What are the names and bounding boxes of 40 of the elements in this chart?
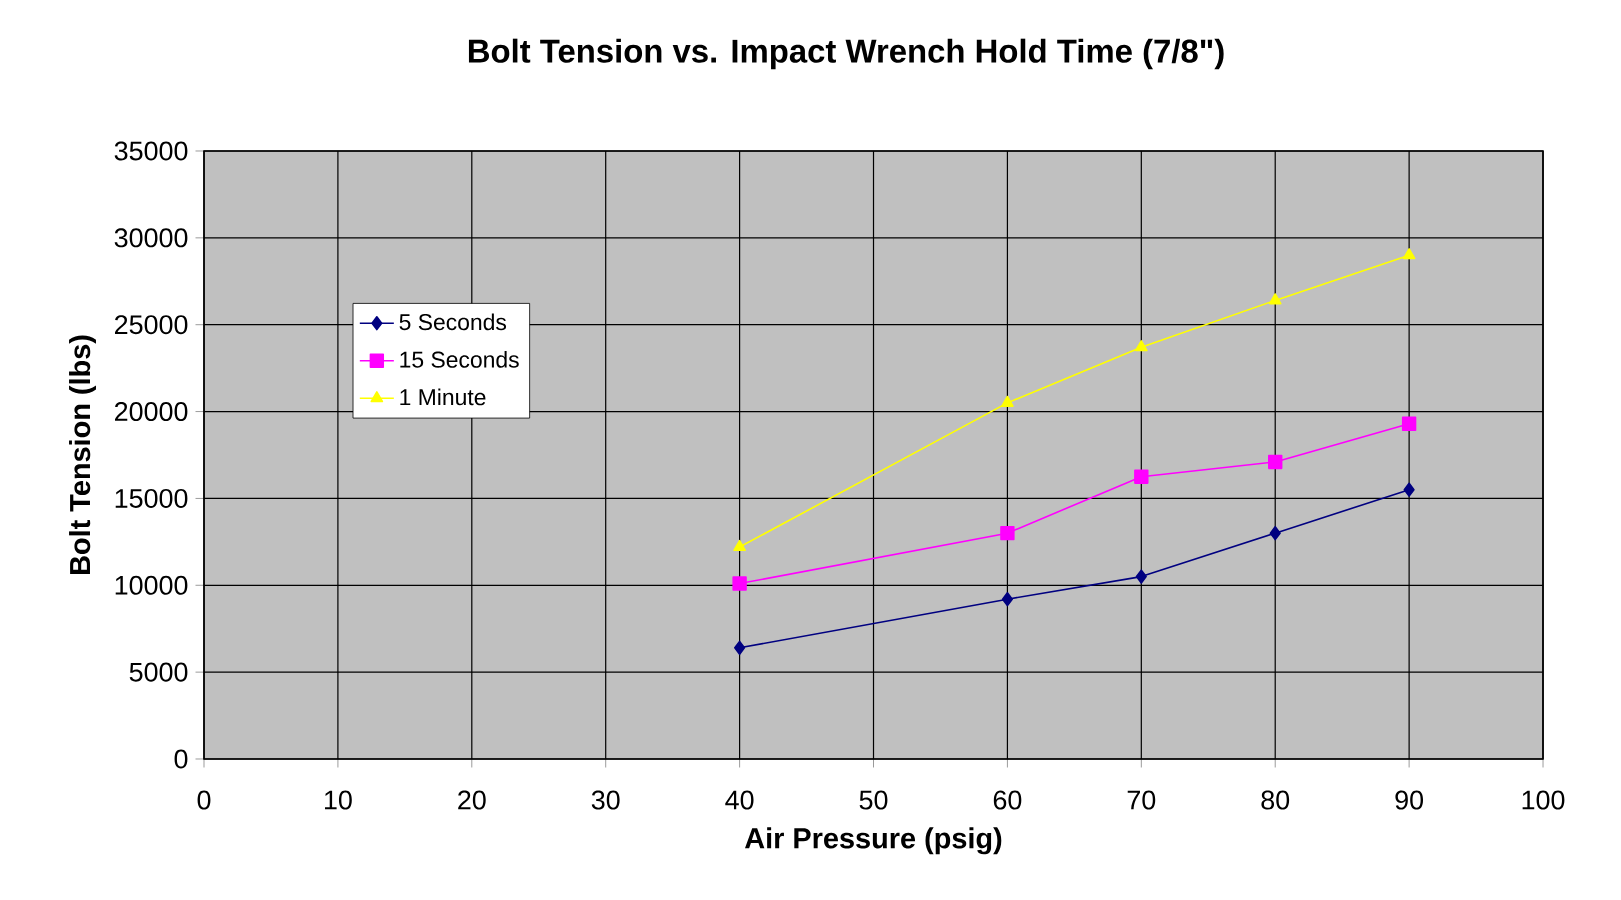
x-tick-label: 40 xyxy=(725,790,754,810)
x-tick-label: 50 xyxy=(859,790,888,810)
x-tick-label: 60 xyxy=(993,790,1022,810)
point xyxy=(1001,591,1014,607)
y-tick-label: 5000 xyxy=(129,662,188,682)
point xyxy=(732,576,747,591)
y-tick-label: 20000 xyxy=(115,402,188,422)
point xyxy=(1403,482,1415,497)
y-tick-label: 25000 xyxy=(115,315,188,335)
y-tick-label: 35000 xyxy=(114,141,188,161)
y-tick-label: 15000 xyxy=(115,488,188,508)
point xyxy=(1135,569,1147,584)
point xyxy=(1268,293,1282,305)
y-axis-title: Bolt Tension (lbs) xyxy=(69,335,96,574)
point xyxy=(733,539,746,552)
point xyxy=(1134,469,1149,484)
x-tick-label: 30 xyxy=(591,790,620,810)
x-tick-label: 20 xyxy=(458,790,486,810)
x-tick-label: 90 xyxy=(1395,790,1424,810)
point xyxy=(1001,395,1014,407)
chart-title: Bolt Tension vs. Impact Wrench Hold Time (7/8") xyxy=(468,38,1224,70)
point xyxy=(1402,248,1416,260)
y-tick-label: 30000 xyxy=(114,228,188,248)
x-tick-label: 70 xyxy=(1127,790,1156,810)
x-tick-label: 10 xyxy=(325,790,352,810)
x-tick-label: 0 xyxy=(197,790,211,810)
point xyxy=(734,640,746,656)
point xyxy=(1269,525,1281,541)
x-tick-label: 80 xyxy=(1261,790,1290,810)
point xyxy=(1401,416,1417,431)
point xyxy=(1268,454,1283,470)
legend-label: 1 Minute xyxy=(400,388,486,406)
legend-label: 5 Seconds xyxy=(399,313,507,331)
point xyxy=(1134,340,1148,352)
y-tick-label: 0 xyxy=(174,749,188,769)
y-tick-label: 10000 xyxy=(115,575,188,595)
legend-label: 15 Seconds xyxy=(400,350,519,368)
point xyxy=(1000,525,1015,541)
x-axis-title: Air Pressure (psig) xyxy=(744,827,1002,855)
x-tick-label: 100 xyxy=(1522,790,1565,810)
